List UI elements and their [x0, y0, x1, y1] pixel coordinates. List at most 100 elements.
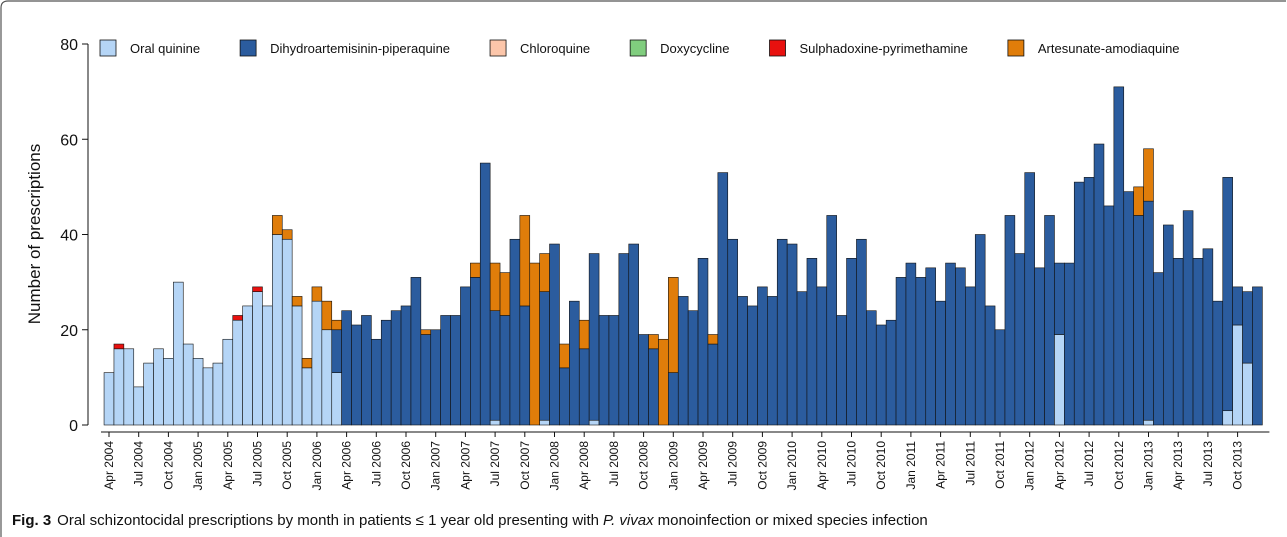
- x-tick-label: Oct 2007: [518, 441, 532, 490]
- bar-segment: [1242, 362, 1253, 426]
- x-tick-label: Jul 2009: [726, 441, 740, 487]
- bar-segment: [1044, 215, 1055, 426]
- bar-segment: [351, 324, 362, 426]
- x-tick-label: Apr 2012: [1052, 441, 1066, 490]
- y-tick-label: 60: [60, 132, 78, 149]
- bar-segment: [569, 300, 580, 426]
- bar-segment: [578, 348, 590, 426]
- bar-segment: [925, 267, 936, 426]
- bar-segment: [331, 319, 342, 331]
- bar-segment: [301, 367, 313, 426]
- x-tick-label: Apr 2006: [340, 441, 354, 490]
- bar-segment: [113, 348, 125, 426]
- x-tick-label: Jan 2005: [191, 441, 205, 491]
- x-tick-label: Jan 2009: [666, 441, 680, 491]
- x-tick-label: Jul 2005: [251, 441, 265, 487]
- bar-segment: [806, 258, 818, 426]
- bar-segment: [420, 334, 432, 426]
- x-tick-label: Apr 2009: [696, 441, 710, 490]
- legend-label: Sulphadoxine-pyrimethamine: [800, 41, 968, 56]
- bar-segment: [133, 386, 144, 426]
- bar-segment: [598, 315, 610, 426]
- x-tick-label: Jan 2013: [1142, 441, 1156, 491]
- legend-label: Chloroquine: [520, 41, 590, 56]
- bar-segment: [1103, 205, 1115, 426]
- caption-text: monoinfection or mixed species infection: [658, 512, 928, 529]
- bar-segment: [410, 277, 422, 426]
- bar-segment: [430, 329, 441, 426]
- bar-segment: [885, 319, 897, 426]
- bar-segment: [1143, 148, 1154, 202]
- bar-segment: [252, 286, 263, 292]
- bar-segment: [1133, 186, 1144, 216]
- bar-segment: [470, 262, 481, 278]
- bar-segment: [935, 300, 946, 426]
- bar-segment: [767, 296, 778, 426]
- bar-segment: [371, 338, 382, 426]
- legend-swatch: [629, 39, 647, 57]
- x-tick-label: Oct 2009: [755, 441, 769, 490]
- bar-segment: [757, 286, 768, 426]
- bar-segment: [737, 296, 748, 426]
- bar-segment: [460, 286, 471, 426]
- bar-segment: [212, 362, 224, 426]
- bar-segment: [707, 343, 719, 426]
- x-tick-label: Oct 2005: [280, 441, 294, 490]
- bar-segment: [786, 243, 798, 426]
- bar-segment: [1192, 258, 1204, 426]
- bar-segment: [1034, 267, 1045, 426]
- bar-segment: [856, 238, 867, 426]
- bar-segment: [519, 215, 531, 307]
- x-tick-label: Oct 2006: [399, 441, 413, 490]
- legend-label: Artesunate-amodiaquine: [1038, 41, 1180, 56]
- x-tick-label: Apr 2011: [934, 441, 948, 489]
- bar-segment: [509, 238, 521, 426]
- bar-segment: [489, 262, 501, 312]
- bar-segment: [301, 358, 313, 369]
- x-tick-label: Apr 2013: [1171, 441, 1185, 490]
- bar-segment: [717, 172, 729, 426]
- legend-swatch: [769, 39, 786, 57]
- bar-segment: [390, 310, 402, 426]
- bar-segment: [608, 315, 620, 426]
- bar-segment: [1113, 86, 1125, 426]
- bar-segment: [846, 258, 857, 426]
- bar-segment: [658, 338, 669, 426]
- bar-segment: [281, 238, 293, 426]
- x-tick-label: Jan 2006: [310, 441, 324, 491]
- bar-segment: [499, 315, 511, 426]
- bar-segment: [628, 243, 639, 426]
- caption-label: Fig. 3: [12, 512, 51, 529]
- legend-swatch: [489, 39, 507, 57]
- bar-segment: [1242, 291, 1253, 364]
- x-tick-label: Oct 2008: [637, 441, 651, 490]
- bar-segment: [311, 300, 323, 426]
- bar-segment: [1143, 419, 1154, 426]
- y-tick-label: 40: [60, 228, 78, 245]
- legend-label: Dihydroartemisinin-piperaquine: [270, 41, 450, 56]
- bar-segment: [489, 310, 501, 421]
- bar-segment: [222, 338, 234, 426]
- bar-segment: [202, 367, 214, 426]
- bar-segment: [1232, 286, 1243, 326]
- bar-segment: [519, 305, 531, 426]
- x-tick-label: Jan 2007: [429, 441, 443, 491]
- bar-segment: [1222, 177, 1233, 412]
- bar-segment: [470, 277, 481, 426]
- bar-segment: [866, 310, 877, 426]
- bar-segment: [1252, 286, 1263, 426]
- bar-segment: [1222, 410, 1233, 426]
- bar-segment: [479, 162, 491, 426]
- bar-segment: [272, 215, 283, 235]
- x-tick-label: Jul 2011: [963, 441, 977, 486]
- bar-segment: [440, 315, 451, 426]
- bar-segment: [1054, 262, 1065, 335]
- x-tick-label: Oct 2004: [161, 441, 175, 490]
- bar-segment: [578, 319, 590, 350]
- bar-segment: [400, 305, 412, 426]
- bar-segment: [123, 348, 135, 426]
- bar-segment: [1232, 324, 1243, 426]
- bar-segment: [707, 334, 719, 345]
- bar-segment: [648, 334, 659, 350]
